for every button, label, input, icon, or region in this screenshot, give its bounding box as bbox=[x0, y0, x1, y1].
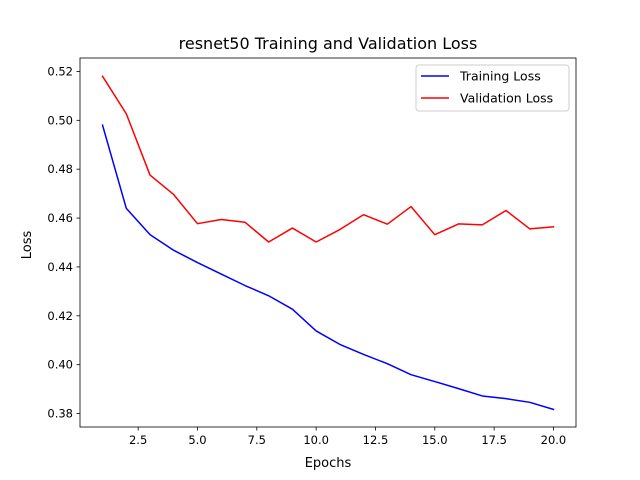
x-tick-label: 17.5 bbox=[481, 433, 507, 447]
y-tick-label: 0.52 bbox=[47, 64, 73, 78]
x-axis-label: Epochs bbox=[305, 456, 352, 471]
legend: Training Loss Validation Loss bbox=[415, 64, 570, 112]
series-line-validation-loss bbox=[101, 75, 555, 243]
plot-area: 2.5 5.0 7.5 10.0 12.5 15.0 17.5 20.0 0.38 0.40 0.4… bbox=[47, 57, 577, 447]
y-tick-label: 0.46 bbox=[47, 211, 73, 225]
x-tick-label: 2.5 bbox=[129, 433, 147, 447]
x-tick-label: 10.0 bbox=[303, 433, 329, 447]
legend-label: Validation Loss bbox=[460, 91, 553, 106]
chart-title: resnet50 Training and Validation Loss bbox=[179, 34, 478, 53]
y-tick-label: 0.38 bbox=[47, 407, 73, 421]
x-tick-label: 7.5 bbox=[248, 433, 266, 447]
x-tick-label: 15.0 bbox=[422, 433, 448, 447]
x-tick-label: 5.0 bbox=[188, 433, 206, 447]
axes-frame bbox=[79, 57, 577, 428]
y-tick-label: 0.48 bbox=[47, 162, 73, 176]
legend-label: Training Loss bbox=[459, 69, 541, 84]
y-axis-label: Loss bbox=[20, 231, 35, 260]
y-tick-label: 0.44 bbox=[47, 260, 73, 274]
x-tick-label: 12.5 bbox=[363, 433, 389, 447]
legend-box bbox=[415, 64, 570, 112]
y-tick-label: 0.42 bbox=[47, 309, 73, 323]
x-tick-label: 20.0 bbox=[541, 433, 567, 447]
y-tick-label: 0.50 bbox=[47, 113, 73, 127]
series-line-training-loss bbox=[101, 124, 555, 411]
y-tick-label: 0.40 bbox=[47, 358, 73, 372]
